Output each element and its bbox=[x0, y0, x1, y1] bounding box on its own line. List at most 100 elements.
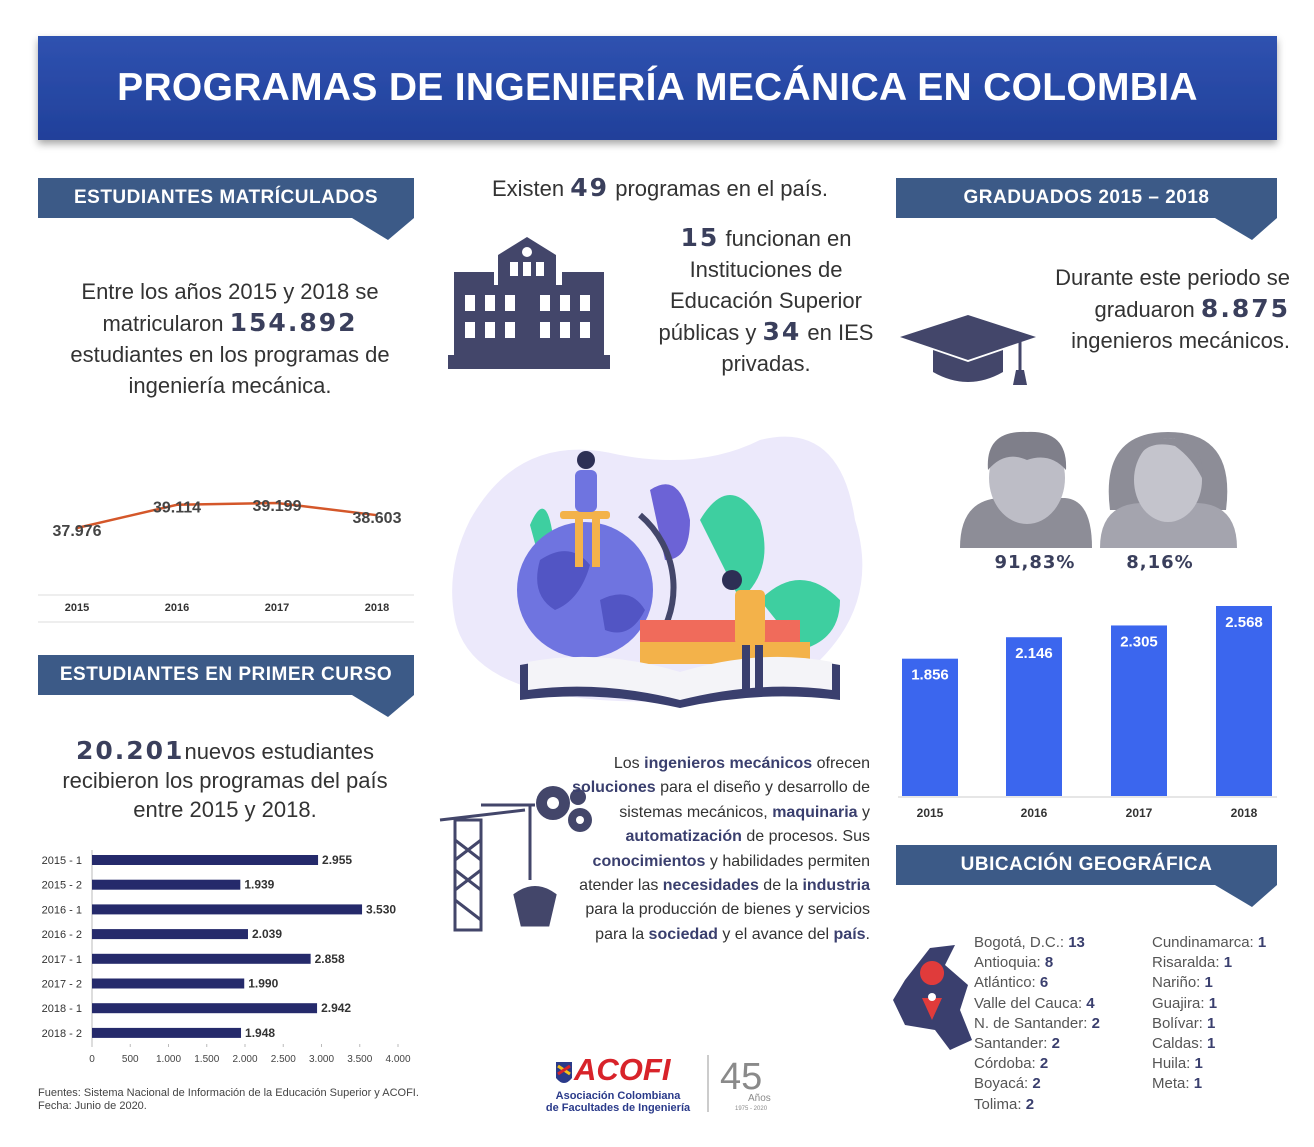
anniversary-label: Años bbox=[748, 1093, 771, 1104]
location-item: Córdoba: 2 bbox=[974, 1054, 1100, 1074]
location-item: Meta: 1 bbox=[1152, 1074, 1266, 1094]
highlight-number: 20.201 bbox=[76, 736, 184, 765]
value-label: 37.976 bbox=[53, 523, 102, 540]
location-item: Tolima: 2 bbox=[974, 1095, 1100, 1115]
org-line: Asociación Colombiana bbox=[530, 1090, 706, 1102]
highlight-number: 49 bbox=[570, 173, 609, 202]
section-heading: UBICACIÓN GEOGRÁFICA bbox=[896, 845, 1277, 885]
heading-arrow bbox=[1215, 218, 1277, 240]
x-tick-label: 2017 bbox=[265, 602, 289, 614]
organization: Asociación Colombianade Facultades de In… bbox=[530, 1090, 706, 1114]
value-label: 2.146 bbox=[1015, 645, 1053, 662]
program-count: 4 bbox=[1086, 995, 1094, 1012]
section-heading: ESTUDIANTES MATRÍCULADOS bbox=[38, 178, 414, 218]
crane-icon bbox=[440, 805, 555, 930]
y-tick-label: 2015 - 1 bbox=[42, 855, 82, 867]
location-item: Valle del Cauca: 4 bbox=[974, 994, 1100, 1014]
program-count: 1 bbox=[1194, 1075, 1202, 1092]
location-item: N. de Santander: 2 bbox=[974, 1014, 1100, 1034]
location-item: Santander: 2 bbox=[974, 1034, 1100, 1054]
department: Santander: bbox=[974, 1035, 1047, 1052]
department: Nariño: bbox=[1152, 974, 1200, 991]
text: ofrecen bbox=[812, 755, 870, 772]
program-count: 1 bbox=[1209, 995, 1217, 1012]
x-tick-label: 500 bbox=[122, 1054, 139, 1065]
graduates-text: Durante este periodo se graduaron 8.875 … bbox=[1010, 262, 1290, 356]
highlight-number: 154.892 bbox=[230, 308, 358, 337]
value-label: 2.955 bbox=[322, 853, 352, 867]
text: programas en el país. bbox=[615, 176, 828, 201]
female-icon bbox=[1100, 432, 1237, 548]
location-item: Risaralda: 1 bbox=[1152, 953, 1266, 973]
location-item: Antioquia: 8 bbox=[974, 953, 1100, 973]
anniversary-years: 1975 - 2020 bbox=[735, 1106, 767, 1112]
bar bbox=[1111, 625, 1167, 796]
x-tick-label: 1.500 bbox=[194, 1054, 219, 1065]
program-count: 1 bbox=[1205, 974, 1213, 991]
location-item: Bogotá, D.C.: 13 bbox=[974, 933, 1100, 953]
male-percentage: 91,83% bbox=[975, 552, 1095, 573]
emphasis: conocimientos bbox=[593, 853, 706, 870]
location-item: Bolívar: 1 bbox=[1152, 1014, 1266, 1034]
location-item: Nariño: 1 bbox=[1152, 973, 1266, 993]
text: estudiantes en los programas de ingenier… bbox=[70, 342, 389, 398]
program-count: 2 bbox=[1026, 1096, 1034, 1113]
program-count: 2 bbox=[1052, 1035, 1060, 1052]
value-label: 3.530 bbox=[366, 902, 396, 916]
y-tick-label: 2015 - 2 bbox=[42, 880, 82, 892]
program-count: 1 bbox=[1195, 1055, 1203, 1072]
highlight-number: 8.875 bbox=[1201, 294, 1290, 323]
value-label: 2.568 bbox=[1225, 614, 1263, 631]
x-tick-label: 2015 bbox=[917, 806, 944, 820]
department: Boyacá: bbox=[974, 1075, 1028, 1092]
bar bbox=[92, 979, 244, 989]
department: Risaralda: bbox=[1152, 954, 1220, 971]
program-count: 2 bbox=[1032, 1075, 1040, 1092]
section-heading: GRADUADOS 2015 – 2018 bbox=[896, 178, 1277, 218]
sources: Fuentes: Sistema Nacional de Información… bbox=[38, 1087, 419, 1100]
bar bbox=[92, 904, 362, 914]
page-title: PROGRAMAS DE INGENIERÍA MECÁNICA EN COLO… bbox=[38, 36, 1277, 140]
text: Los bbox=[614, 755, 644, 772]
value-label: 2.942 bbox=[321, 1001, 351, 1015]
y-tick-label: 2016 - 2 bbox=[42, 929, 82, 941]
highlight-number: 34 bbox=[763, 317, 802, 346]
bar bbox=[92, 1028, 241, 1038]
value-label: 1.948 bbox=[245, 1026, 275, 1040]
org-line: de Facultades de Ingeniería bbox=[530, 1102, 706, 1114]
text: de la bbox=[759, 877, 803, 894]
department: Valle del Cauca: bbox=[974, 995, 1082, 1012]
value-label: 1.856 bbox=[911, 667, 949, 684]
location-list: Bogotá, D.C.: 13Antioquia: 8Atlántico: 6… bbox=[974, 933, 1100, 1115]
department: Tolima: bbox=[974, 1096, 1022, 1113]
location-item: Boyacá: 2 bbox=[974, 1074, 1100, 1094]
programs-detail: 15 funcionan en Instituciones de Educaci… bbox=[650, 222, 882, 379]
x-tick-label: 2.500 bbox=[271, 1054, 296, 1065]
x-tick-label: 2016 bbox=[1021, 806, 1048, 820]
emphasis: país bbox=[834, 926, 866, 943]
y-tick-label: 2018 - 1 bbox=[42, 1003, 82, 1015]
value-label: 1.990 bbox=[248, 977, 278, 991]
acofi-logo: ACOFI bbox=[574, 1052, 670, 1088]
program-count: 1 bbox=[1224, 954, 1232, 971]
bar bbox=[92, 929, 248, 939]
y-tick-label: 2016 - 1 bbox=[42, 904, 82, 916]
highlight-number: 15 bbox=[681, 223, 720, 252]
y-tick-label: 2017 - 2 bbox=[42, 979, 82, 991]
emphasis: maquinaria bbox=[772, 804, 857, 821]
x-tick-label: 2015 bbox=[65, 602, 89, 614]
emphasis: industria bbox=[802, 877, 870, 894]
location-item: Caldas: 1 bbox=[1152, 1034, 1266, 1054]
program-count: 6 bbox=[1040, 974, 1048, 991]
location-item: Guajira: 1 bbox=[1152, 994, 1266, 1014]
male-icon bbox=[960, 432, 1092, 548]
value-label: 39.114 bbox=[153, 500, 201, 517]
value-label: 2.858 bbox=[315, 952, 345, 966]
date: Fecha: Junio de 2020. bbox=[38, 1100, 419, 1113]
program-count: 1 bbox=[1207, 1035, 1215, 1052]
x-tick-label: 2.000 bbox=[232, 1054, 257, 1065]
program-count: 13 bbox=[1068, 934, 1085, 951]
heading-arrow bbox=[1215, 885, 1277, 907]
emphasis: sociedad bbox=[649, 926, 718, 943]
